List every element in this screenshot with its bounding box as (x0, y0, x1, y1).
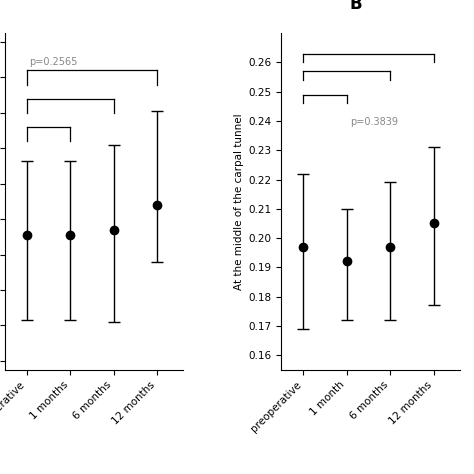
Text: p=0.2565: p=0.2565 (29, 57, 77, 67)
Y-axis label: At the middle of the carpal tunnel: At the middle of the carpal tunnel (234, 113, 244, 290)
Text: p=0.3839: p=0.3839 (350, 117, 398, 127)
Text: B: B (350, 0, 363, 13)
